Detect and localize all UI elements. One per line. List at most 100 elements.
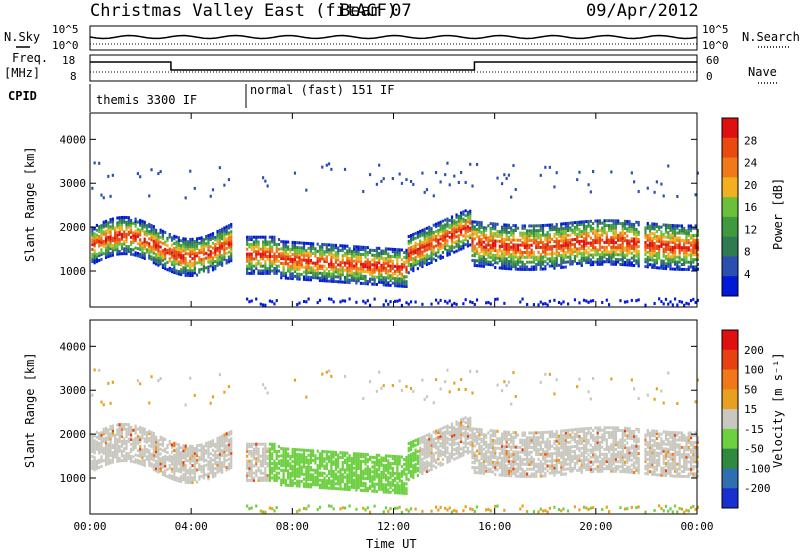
- power-cell: [421, 241, 423, 244]
- power-cell: [150, 168, 152, 171]
- power-cell: [410, 300, 412, 303]
- velocity-cell: [226, 466, 228, 469]
- power-cell: [690, 234, 692, 237]
- velocity-cell: [205, 449, 207, 452]
- power-cell: [173, 242, 175, 245]
- power-cell: [296, 261, 298, 264]
- velocity-cell: [339, 507, 341, 510]
- power-cell: [606, 219, 608, 222]
- power-cell: [633, 254, 635, 257]
- power-cell: [287, 253, 289, 256]
- power-cell: [410, 180, 412, 183]
- freq-label-line1: Freq.: [12, 51, 48, 65]
- velocity-cell: [278, 476, 280, 479]
- velocity-cell: [344, 375, 346, 378]
- power-cell: [471, 254, 473, 257]
- velocity-cell: [228, 385, 230, 388]
- power-cell: [273, 267, 275, 270]
- power-cell: [191, 238, 193, 241]
- power-cell: [273, 236, 275, 239]
- power-cell: [417, 243, 419, 246]
- velocity-cell: [162, 456, 164, 459]
- power-cell: [348, 257, 350, 260]
- velocity-cell: [326, 462, 328, 465]
- power-cell: [330, 168, 332, 171]
- velocity-cell: [114, 434, 116, 437]
- power-cell: [510, 238, 512, 241]
- power-cell: [251, 299, 253, 302]
- velocity-cell: [94, 368, 96, 371]
- velocity-cell: [264, 467, 266, 470]
- velocity-cell: [228, 438, 230, 441]
- power-cell: [112, 237, 114, 240]
- power-cell: [506, 177, 508, 180]
- power-cell: [312, 262, 314, 265]
- noise-ytick-right-high: 10^5: [702, 23, 729, 36]
- power-cell: [647, 222, 649, 225]
- power-cell: [437, 255, 439, 258]
- power-cell: [207, 234, 209, 237]
- velocity-cell: [264, 443, 266, 446]
- power-cell: [551, 223, 553, 226]
- power-cell: [462, 225, 464, 228]
- power-cell: [189, 238, 191, 241]
- velocity-cell: [171, 443, 173, 446]
- power-cell: [465, 298, 467, 301]
- power-cell: [624, 220, 626, 223]
- power-cell: [594, 246, 596, 249]
- velocity-cell: [144, 459, 146, 462]
- velocity-cell: [214, 472, 216, 475]
- velocity-cell: [298, 453, 300, 456]
- velocity-cell: [267, 462, 269, 465]
- velocity-cell: [128, 423, 130, 426]
- velocity-cell: [292, 460, 294, 463]
- power-cell: [587, 251, 589, 254]
- power-cell: [319, 299, 321, 302]
- power-cell: [437, 222, 439, 225]
- power-cell: [537, 224, 539, 227]
- velocity-cell: [180, 475, 182, 478]
- velocity-cell: [139, 436, 141, 439]
- power-cell: [412, 245, 414, 248]
- velocity-cell: [201, 465, 203, 468]
- power-cell: [644, 226, 646, 229]
- power-cell: [103, 240, 105, 243]
- power-cell: [663, 240, 665, 243]
- power-cell: [187, 240, 189, 243]
- power-cell: [688, 266, 690, 269]
- power-cell: [333, 263, 335, 266]
- power-cell: [178, 270, 180, 273]
- power-cell: [462, 239, 464, 242]
- velocity-cell: [144, 445, 146, 448]
- power-cell: [462, 302, 464, 305]
- power-cell: [481, 238, 483, 241]
- power-cell: [565, 251, 567, 254]
- power-cell: [549, 233, 551, 236]
- power-cell: [549, 224, 551, 227]
- velocity-cell: [257, 467, 259, 470]
- power-cell: [314, 247, 316, 250]
- power-cell: [553, 226, 555, 229]
- velocity-cell: [175, 447, 177, 450]
- power-cell: [344, 168, 346, 171]
- power-cell: [376, 283, 378, 286]
- power-cell: [326, 272, 328, 275]
- velocity-cell: [212, 439, 214, 442]
- power-ytick-label: 2000: [60, 221, 87, 234]
- power-cell: [348, 297, 350, 300]
- power-cell: [578, 259, 580, 262]
- velocity-cell: [116, 423, 118, 426]
- power-cell: [335, 244, 337, 247]
- power-cell: [581, 252, 583, 255]
- power-cell: [276, 255, 278, 258]
- power-cell: [116, 216, 118, 219]
- power-cell: [544, 166, 546, 169]
- power-cell: [601, 301, 603, 304]
- power-cell: [567, 260, 569, 263]
- power-cell: [132, 231, 134, 234]
- velocity-cell: [128, 452, 130, 455]
- power-cell: [301, 258, 303, 261]
- power-cell: [485, 301, 487, 304]
- power-cell: [449, 224, 451, 227]
- velocity-cell: [246, 505, 248, 508]
